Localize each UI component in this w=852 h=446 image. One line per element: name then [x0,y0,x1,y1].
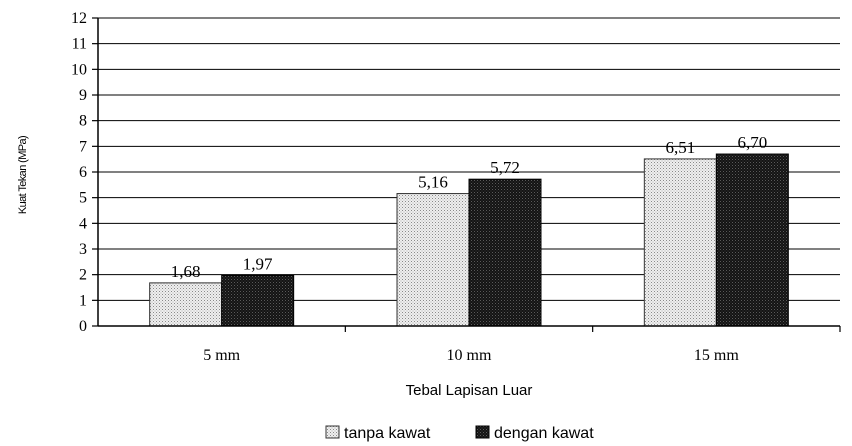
bar-dengan-kawat-10-mm [468,178,542,327]
y-tick-label: 4 [79,215,87,232]
data-label: 1,68 [171,262,201,281]
y-tick-label: 6 [79,164,87,181]
bar-dengan-kawat-5-mm [221,274,295,327]
y-tick-label: 1 [79,292,87,309]
bar-tanpa-kawat-5-mm [149,282,223,327]
bar-tanpa-kawat-10-mm [396,193,470,327]
y-tick-label: 2 [79,267,87,284]
data-label: 6,51 [665,138,695,157]
x-tick-label: 10 mm [447,347,492,364]
y-tick-label: 0 [79,318,87,335]
y-axis-title: Kuat Tekan (MPa) [17,136,29,214]
bar-tanpa-kawat-15-mm [643,158,717,327]
legend-label-dengan-kawat: dengan kawat [494,425,594,442]
y-tick-label: 3 [79,241,87,258]
legend: tanpa kawat dengan kawat [325,425,594,442]
x-axis-title: Tebal Lapisan Luar [406,382,533,399]
y-tick-label: 8 [79,113,87,130]
bar-dengan-kawat-15-mm [715,153,789,327]
y-tick-label: 12 [71,10,87,27]
data-label: 5,72 [490,158,520,177]
data-label: 5,16 [418,173,448,192]
y-tick-label: 9 [79,87,87,104]
legend-swatch-tanpa-kawat [325,425,340,439]
legend-swatch-dengan-kawat [475,425,490,439]
y-tick-label: 7 [79,138,87,155]
y-tick-label: 10 [71,61,87,78]
legend-label-tanpa-kawat: tanpa kawat [344,425,431,442]
data-label: 6,70 [737,133,767,152]
x-tick-label: 5 mm [203,347,240,364]
axes [92,17,841,332]
data-label: 1,97 [243,254,273,273]
x-tick-label: 15 mm [694,347,739,364]
bars [149,153,789,327]
y-tick-label: 11 [72,36,87,53]
y-tick-label: 5 [79,190,87,207]
